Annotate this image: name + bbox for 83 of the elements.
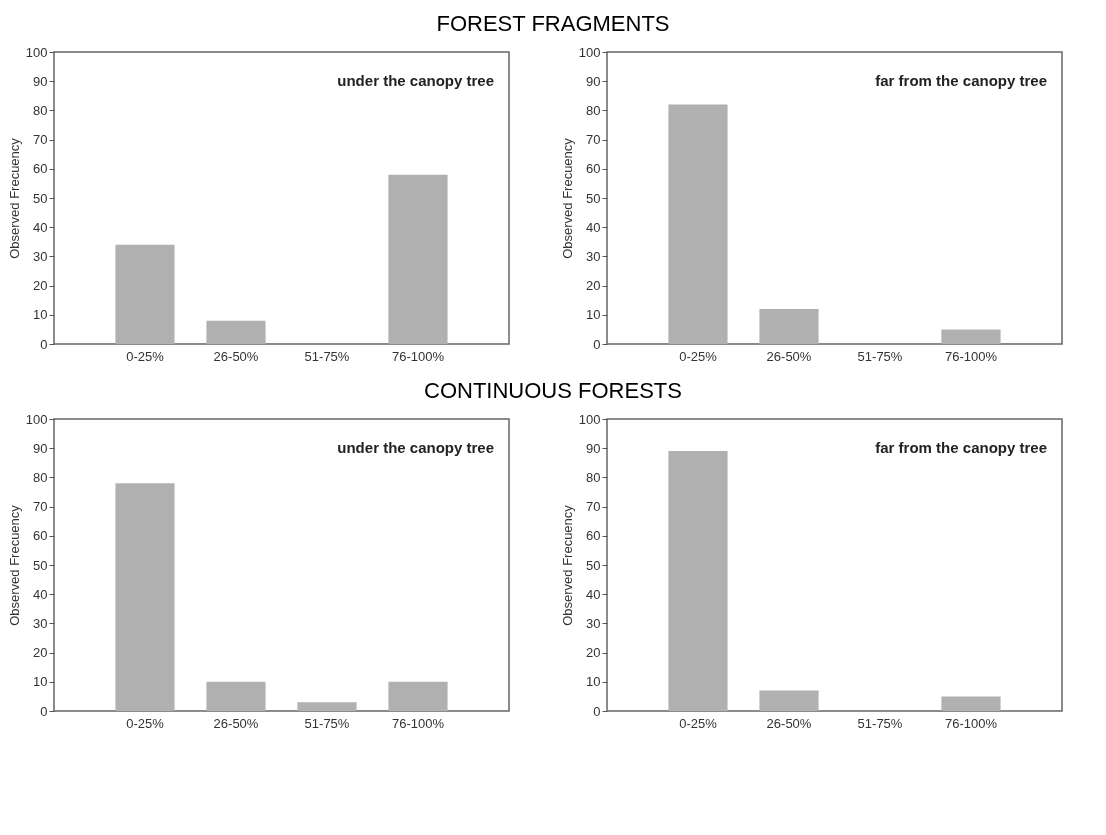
y-tick-label: 100 bbox=[25, 44, 48, 60]
bar bbox=[668, 104, 728, 344]
y-tick-label: 70 bbox=[33, 499, 48, 515]
y-tick-label: 30 bbox=[33, 615, 48, 631]
y-tick-label: 40 bbox=[586, 586, 601, 602]
y-tick-label: 10 bbox=[33, 307, 48, 323]
bar bbox=[206, 681, 266, 711]
x-tick-label: 76-100% bbox=[944, 715, 998, 731]
y-tick-label: 90 bbox=[586, 73, 601, 89]
bar bbox=[941, 696, 1001, 711]
y-tick-label: 0 bbox=[593, 336, 601, 352]
y-tick-label: 20 bbox=[586, 278, 601, 294]
y-tick-label: 60 bbox=[33, 161, 48, 177]
y-tick-label: 60 bbox=[586, 528, 601, 544]
bar bbox=[941, 329, 1001, 344]
y-tick-label: 50 bbox=[33, 190, 48, 206]
x-tick-label: 0-25% bbox=[679, 715, 718, 731]
y-tick-label: 40 bbox=[33, 586, 48, 602]
x-tick-label: 26-50% bbox=[213, 715, 259, 731]
bar bbox=[206, 320, 266, 344]
x-tick-label: 51-75% bbox=[304, 348, 350, 364]
y-tick-label: 100 bbox=[578, 411, 601, 427]
y-tick-label: 70 bbox=[33, 132, 48, 148]
y-axis-title: Observed Frecuency bbox=[6, 504, 22, 626]
y-tick-label: 90 bbox=[33, 440, 48, 456]
y-tick-label: 10 bbox=[586, 307, 601, 323]
y-tick-label: 0 bbox=[593, 703, 601, 719]
x-tick-label: 76-100% bbox=[391, 715, 445, 731]
annotation: under the canopy tree bbox=[337, 439, 494, 456]
text: CONTINUOUS FORESTS bbox=[423, 377, 683, 405]
y-tick-label: 30 bbox=[586, 248, 601, 264]
annotation: far from the canopy tree bbox=[875, 72, 1047, 89]
x-tick-label: 76-100% bbox=[391, 348, 445, 364]
y-tick-label: 30 bbox=[33, 248, 48, 264]
bar bbox=[388, 174, 448, 344]
y-tick-label: 0 bbox=[40, 336, 48, 352]
x-tick-label: 51-75% bbox=[857, 715, 903, 731]
y-tick-label: 100 bbox=[578, 44, 601, 60]
x-tick-label: 51-75% bbox=[304, 715, 350, 731]
y-tick-label: 20 bbox=[586, 645, 601, 661]
y-tick-label: 20 bbox=[33, 645, 48, 661]
y-tick-label: 10 bbox=[33, 674, 48, 690]
text: FOREST FRAGMENTS bbox=[435, 10, 671, 38]
x-tick-label: 0-25% bbox=[126, 348, 165, 364]
bar bbox=[115, 244, 175, 344]
y-tick-label: 40 bbox=[586, 219, 601, 235]
y-tick-label: 50 bbox=[586, 557, 601, 573]
y-tick-label: 0 bbox=[40, 703, 48, 719]
y-tick-label: 50 bbox=[33, 557, 48, 573]
y-tick-label: 80 bbox=[586, 469, 601, 485]
y-tick-label: 80 bbox=[33, 469, 48, 485]
bar bbox=[115, 483, 175, 711]
y-tick-label: 100 bbox=[25, 411, 48, 427]
x-tick-label: 51-75% bbox=[857, 348, 903, 364]
y-axis-title: Observed Frecuency bbox=[559, 137, 575, 259]
x-tick-label: 26-50% bbox=[766, 348, 812, 364]
y-axis-title: Observed Frecuency bbox=[559, 504, 575, 626]
bar bbox=[297, 702, 357, 711]
y-tick-label: 40 bbox=[33, 219, 48, 235]
annotation: under the canopy tree bbox=[337, 72, 494, 89]
y-tick-label: 60 bbox=[33, 528, 48, 544]
x-tick-label: 0-25% bbox=[679, 348, 718, 364]
y-tick-label: 80 bbox=[586, 102, 601, 118]
y-tick-label: 90 bbox=[586, 440, 601, 456]
annotation: far from the canopy tree bbox=[875, 439, 1047, 456]
y-tick-label: 70 bbox=[586, 499, 601, 515]
y-tick-label: 20 bbox=[33, 278, 48, 294]
x-tick-label: 76-100% bbox=[944, 348, 998, 364]
y-tick-label: 30 bbox=[586, 615, 601, 631]
bar bbox=[759, 308, 819, 344]
bar bbox=[668, 451, 728, 711]
y-axis-title: Observed Frecuency bbox=[6, 137, 22, 259]
bar bbox=[388, 681, 448, 711]
y-tick-label: 90 bbox=[33, 73, 48, 89]
y-tick-label: 10 bbox=[586, 674, 601, 690]
x-tick-label: 26-50% bbox=[766, 715, 812, 731]
bar bbox=[759, 690, 819, 711]
y-tick-label: 70 bbox=[586, 132, 601, 148]
y-tick-label: 60 bbox=[586, 161, 601, 177]
x-tick-label: 0-25% bbox=[126, 715, 165, 731]
x-tick-label: 26-50% bbox=[213, 348, 259, 364]
y-tick-label: 80 bbox=[33, 102, 48, 118]
y-tick-label: 50 bbox=[586, 190, 601, 206]
